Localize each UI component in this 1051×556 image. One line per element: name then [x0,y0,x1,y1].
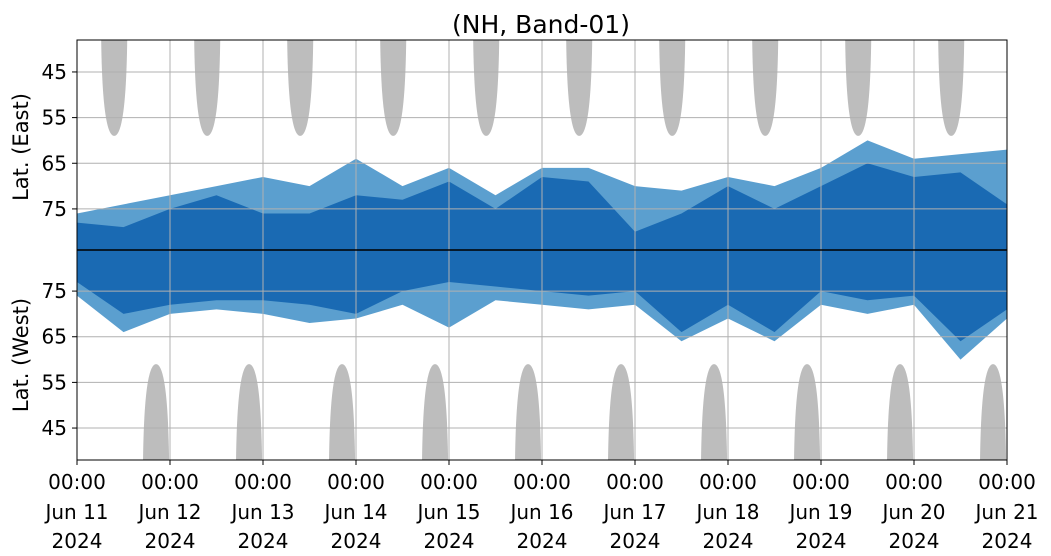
nodata-cap-upper [752,40,779,136]
y-tick-label-upper: 45 [42,60,67,84]
y-tick-label-lower: 75 [42,279,67,303]
x-tick-label-time: 00:00 [978,470,1036,494]
nodata-cap-upper [101,40,128,136]
nodata-cap-lower [236,364,263,460]
x-tick-label-date: Jun 18 [694,500,759,524]
x-tick-label-year: 2024 [610,529,661,553]
x-tick-label-date: Jun 14 [322,500,387,524]
plot-area [76,39,1008,461]
y-axis-label-east: Lat. (East) [9,93,33,201]
x-tick-label-year: 2024 [145,529,196,553]
x-tick-label-date: Jun 20 [880,500,945,524]
nodata-cap-lower [794,364,821,460]
nodata-cap-upper [380,40,407,136]
nodata-cap-upper [566,40,593,136]
x-tick-label-time: 00:00 [327,470,385,494]
nodata-cap-upper [938,40,965,136]
y-axis-label-west: Lat. (West) [9,298,33,412]
nodata-cap-lower [980,364,1007,460]
y-tick-label-upper: 75 [42,197,67,221]
x-tick-label-time: 00:00 [141,470,199,494]
x-tick-label-time: 00:00 [48,470,106,494]
x-tick-label-time: 00:00 [885,470,943,494]
nodata-cap-lower [329,364,356,460]
x-tick-label-year: 2024 [517,529,568,553]
nodata-cap-lower [143,364,170,460]
x-tick-label-time: 00:00 [606,470,664,494]
x-tick-label-time: 00:00 [792,470,850,494]
nodata-cap-upper [659,40,686,136]
y-tick-label-upper: 55 [42,106,67,130]
x-tick-label-date: Jun 13 [229,500,294,524]
nodata-cap-upper [194,40,221,136]
x-tick-label-year: 2024 [424,529,475,553]
x-tick-label-time: 00:00 [699,470,757,494]
x-tick-label-date: Jun 12 [136,500,201,524]
nodata-layer [101,40,1007,460]
x-tick-layer: 00:00 Jun 11 2024 00:00 Jun 12 2024 00:00 Jun 1… [43,460,1039,553]
y-tick-label-upper: 65 [42,151,67,175]
x-tick-label-date: Jun 15 [415,500,480,524]
x-tick-label-time: 00:00 [420,470,478,494]
x-tick-label-date: Jun 21 [973,500,1038,524]
nodata-cap-upper [845,40,872,136]
x-tick-label-year: 2024 [52,529,103,553]
x-tick-label-date: Jun 11 [43,500,108,524]
chart-title: (NH, Band-01) [452,10,630,39]
x-tick-label-time: 00:00 [234,470,292,494]
y-tick-label-lower: 45 [42,416,67,440]
nodata-cap-lower [608,364,635,460]
x-tick-label-year: 2024 [982,529,1033,553]
activity-strong-lower [77,250,1007,342]
x-tick-label-date: Jun 19 [787,500,852,524]
y-tick-layer: 45 55 65 75 75 65 55 45 [42,60,77,440]
x-tick-label-date: Jun 16 [508,500,573,524]
x-tick-label-year: 2024 [889,529,940,553]
x-tick-label-year: 2024 [703,529,754,553]
nodata-cap-lower [422,364,449,460]
nodata-cap-lower [887,364,914,460]
y-tick-label-lower: 55 [42,370,67,394]
nodata-cap-upper [287,40,314,136]
x-tick-label-year: 2024 [796,529,847,553]
x-tick-label-date: Jun 17 [601,500,666,524]
y-tick-label-lower: 65 [42,325,67,349]
x-tick-label-year: 2024 [238,529,289,553]
nodata-cap-lower [515,364,542,460]
nodata-cap-upper [473,40,500,136]
x-tick-label-time: 00:00 [513,470,571,494]
nodata-cap-lower [701,364,728,460]
x-tick-label-year: 2024 [331,529,382,553]
